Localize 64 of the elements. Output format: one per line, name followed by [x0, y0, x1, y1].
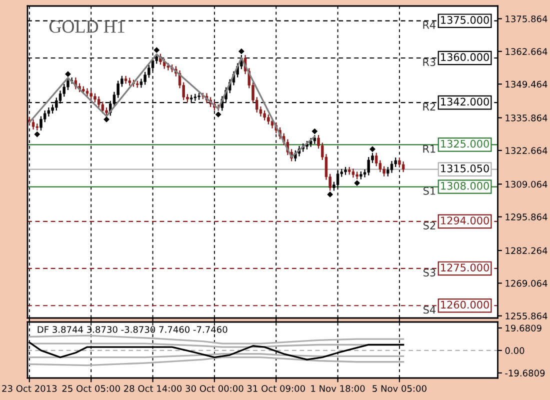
candlestick: [367, 156, 370, 176]
candlestick: [382, 166, 386, 177]
line-series: [28, 334, 404, 344]
point: [238, 48, 244, 54]
y-tick-label: 1362.664: [506, 48, 548, 55]
point: [312, 128, 318, 134]
y-tick-label: 19.6809: [506, 324, 542, 332]
line-series: [28, 356, 404, 366]
x-tick-label: 1 Nov 18:00: [311, 385, 365, 392]
point: [215, 112, 222, 118]
x-tick-label: 28 Oct 14:00: [124, 385, 182, 392]
line-series: [28, 53, 316, 158]
chart-title: DF 3.8744 3.8730 -3.8730 7.7460 -7.7460: [38, 326, 228, 333]
ref-line-label: 1325.000: [441, 140, 489, 148]
candlestick: [390, 160, 394, 174]
y-tick-label: 1322.664: [506, 147, 548, 154]
annotation: R1: [423, 144, 436, 153]
x-tick-label: 25 Oct 05:00: [62, 385, 120, 392]
y-tick-label: 1309.064: [506, 180, 548, 188]
y-tick-label: 1375.864: [506, 15, 548, 22]
ref-line-label: 1294.000: [441, 216, 489, 224]
x-tick-label: 5 Nov 05:00: [372, 385, 426, 392]
candlestick: [263, 110, 266, 121]
ref-line-label: 1315.050: [441, 164, 489, 172]
y-tick-label: 1295.864: [506, 214, 548, 220]
point: [370, 146, 376, 152]
y-tick-label: 1349.464: [506, 80, 548, 88]
y-tick-label: 1269.064: [506, 280, 548, 287]
candlestick: [398, 156, 401, 168]
y-tick-label: 1255.864: [506, 312, 548, 320]
annotation: R4: [423, 21, 436, 29]
candlestick: [144, 71, 146, 86]
point: [104, 116, 110, 122]
ref-line-label: 1308.000: [441, 182, 489, 190]
point: [354, 180, 360, 186]
y-tick-label: 0.00: [505, 347, 524, 354]
candlestick: [267, 114, 270, 125]
point: [327, 191, 334, 198]
y-tick-label: 1282.264: [506, 247, 548, 254]
y-tick-label: -19.6809: [505, 370, 545, 377]
ref-line-label: 1260.000: [441, 300, 489, 309]
ref-line-label: 1275.000: [441, 264, 489, 272]
annotation: S2: [424, 222, 436, 230]
annotation: R2: [423, 102, 436, 110]
candlestick: [40, 116, 42, 132]
point: [65, 71, 71, 78]
x-tick-label: 23 Oct 2013: [2, 385, 57, 392]
candlestick: [32, 118, 35, 130]
text: GOLD H1: [49, 20, 124, 33]
x-tick-label: 30 Oct 00:00: [186, 385, 244, 392]
ref-line-label: 1375.000: [441, 16, 489, 24]
point: [34, 131, 40, 138]
annotation: S4: [424, 306, 436, 314]
y-tick-label: 1335.864: [506, 114, 548, 122]
point: [154, 47, 160, 54]
candlestick: [124, 75, 128, 84]
annotation: S1: [424, 186, 436, 195]
annotation: S3: [424, 268, 436, 277]
ref-line-label: 1342.000: [441, 98, 489, 106]
ref-line-label: 1360.000: [441, 53, 489, 62]
candlestick: [66, 77, 70, 90]
candlestick: [402, 160, 405, 173]
annotation: R3: [423, 58, 436, 66]
x-tick-label: 31 Oct 09:00: [247, 385, 305, 392]
